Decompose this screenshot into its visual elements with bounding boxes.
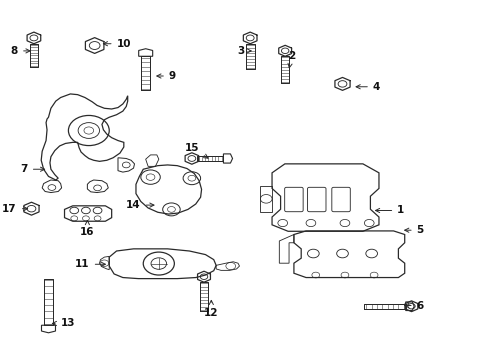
Text: 11: 11: [75, 259, 105, 269]
Text: 16: 16: [80, 221, 94, 237]
Text: 14: 14: [126, 200, 154, 210]
Text: 13: 13: [52, 319, 75, 328]
Text: 7: 7: [20, 164, 44, 174]
Text: 9: 9: [157, 71, 176, 81]
Text: 17: 17: [2, 204, 27, 214]
Text: 15: 15: [184, 143, 207, 158]
Text: 2: 2: [287, 51, 294, 68]
Text: 12: 12: [203, 300, 218, 318]
Text: 4: 4: [355, 82, 380, 92]
Text: 1: 1: [375, 206, 404, 216]
Text: 3: 3: [236, 46, 251, 56]
Text: 5: 5: [404, 225, 423, 235]
Text: 6: 6: [404, 301, 423, 311]
Text: 8: 8: [11, 46, 30, 56]
Text: 10: 10: [103, 39, 131, 49]
